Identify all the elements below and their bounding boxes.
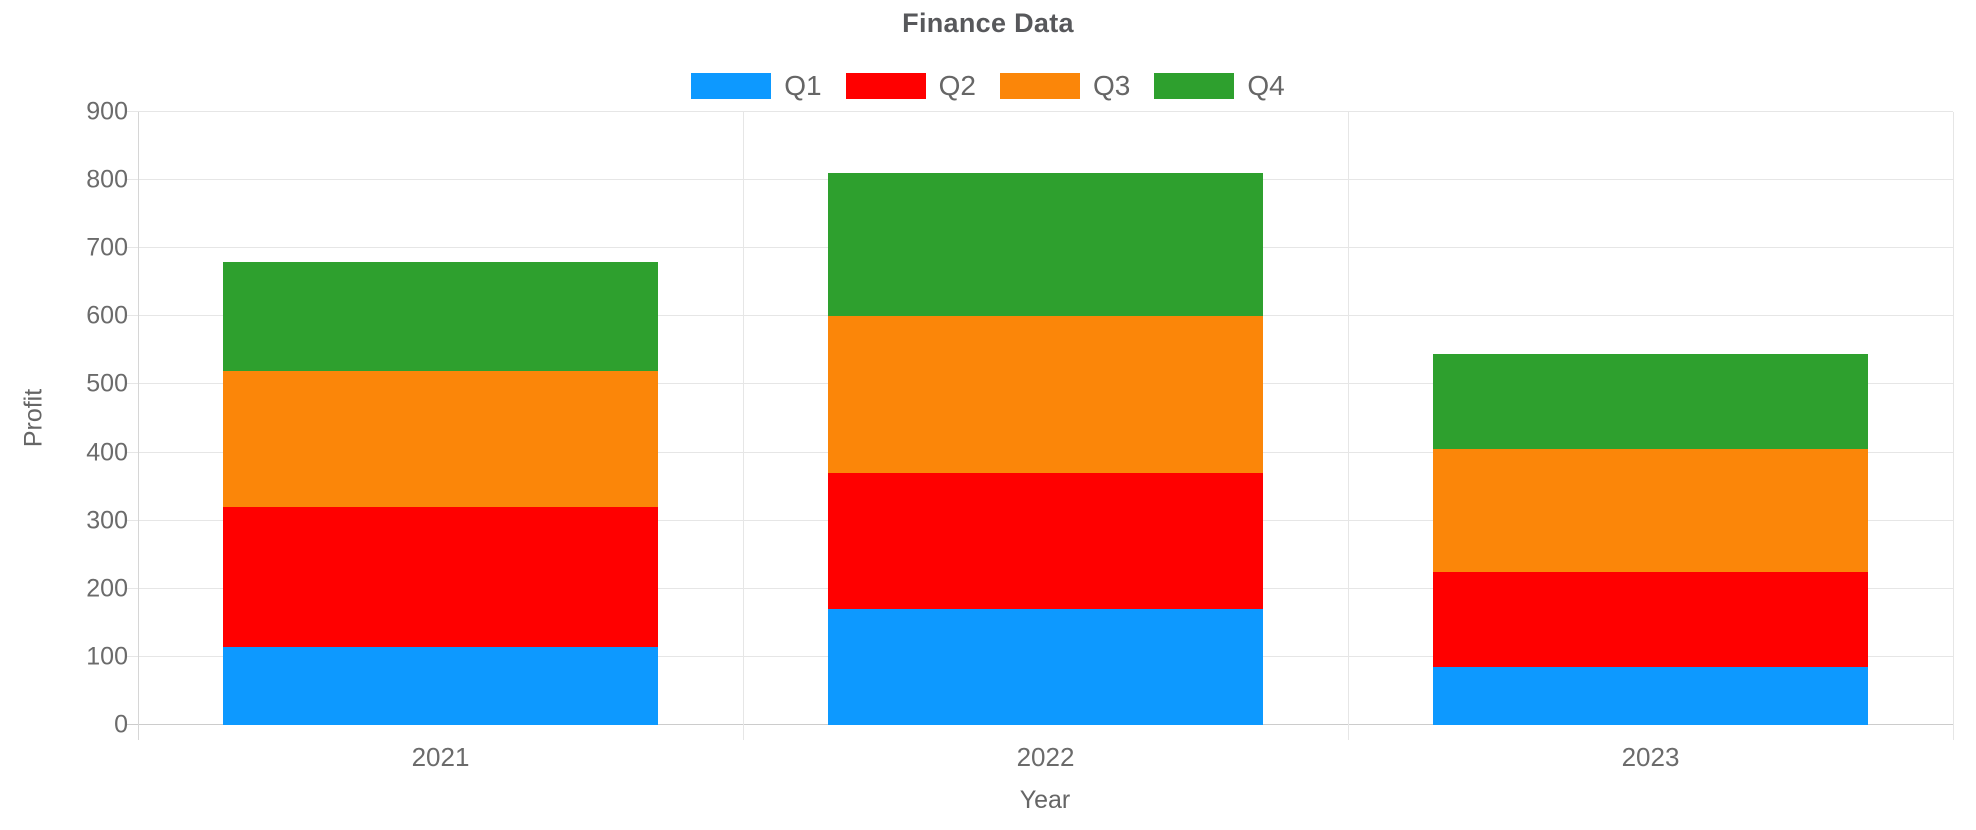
x-axis-title: Year — [1019, 786, 1071, 814]
legend-label: Q2 — [938, 70, 976, 101]
y-tick-label: 400 — [86, 438, 128, 467]
bar-2023-q4[interactable] — [1433, 353, 1868, 450]
x-tick-label-2022: 2022 — [1016, 742, 1075, 772]
bar-2021-q1[interactable] — [223, 646, 658, 725]
bar-2023-q1[interactable] — [1433, 667, 1868, 725]
bar-2022-q4[interactable] — [828, 173, 1263, 317]
category-separator — [1347, 112, 1349, 740]
legend-swatch-q4 — [1154, 73, 1235, 99]
bar-2023-q3[interactable] — [1433, 449, 1868, 572]
category-separator — [742, 112, 744, 740]
x-tick-label-2023: 2023 — [1621, 742, 1680, 772]
chart-title: Finance Data — [902, 8, 1074, 38]
y-tick-label: 200 — [86, 574, 128, 603]
legend-swatch-q3 — [1000, 73, 1080, 99]
y-tick-label: 600 — [86, 301, 128, 330]
bar-group-2023 — [1433, 112, 1868, 725]
y-tick-label: 300 — [86, 506, 128, 535]
legend-item-q3[interactable]: Q3 — [1000, 70, 1130, 102]
bar-group-2021 — [223, 112, 658, 725]
y-tick-label: 800 — [86, 165, 128, 194]
y-tick-label: 100 — [86, 642, 128, 671]
bar-2021-q2[interactable] — [223, 507, 658, 647]
y-tick-label: 500 — [86, 369, 128, 398]
legend-item-q1[interactable]: Q1 — [691, 70, 822, 102]
y-tick-label: 700 — [86, 233, 128, 262]
bar-2021-q3[interactable] — [223, 370, 658, 508]
gridline-y-900 — [125, 111, 1953, 112]
y-tick-label: 900 — [86, 97, 128, 126]
y-tick-label: 0 — [114, 710, 128, 739]
legend-item-q2[interactable]: Q2 — [845, 70, 976, 102]
bar-group-2022 — [828, 112, 1263, 725]
y-axis-title: Profit — [19, 388, 48, 448]
legend-swatch-q2 — [845, 73, 926, 99]
bar-2022-q1[interactable] — [828, 609, 1263, 725]
bar-2022-q2[interactable] — [828, 473, 1263, 610]
legend-item-q4[interactable]: Q4 — [1154, 70, 1285, 102]
plot-area — [125, 111, 1954, 740]
legend-label: Q4 — [1247, 70, 1285, 101]
legend-swatch-q1 — [691, 73, 772, 99]
x-tick-label-2021: 2021 — [411, 742, 470, 772]
bar-2021-q4[interactable] — [223, 261, 658, 371]
legend-label: Q1 — [784, 70, 822, 101]
bar-2023-q2[interactable] — [1433, 571, 1868, 668]
bar-2022-q3[interactable] — [828, 316, 1263, 473]
category-separator — [1953, 112, 1954, 740]
legend-label: Q3 — [1093, 70, 1131, 101]
y-axis-line — [138, 112, 139, 740]
chart-legend: Q1 Q2 Q3 Q4 — [0, 70, 1976, 102]
